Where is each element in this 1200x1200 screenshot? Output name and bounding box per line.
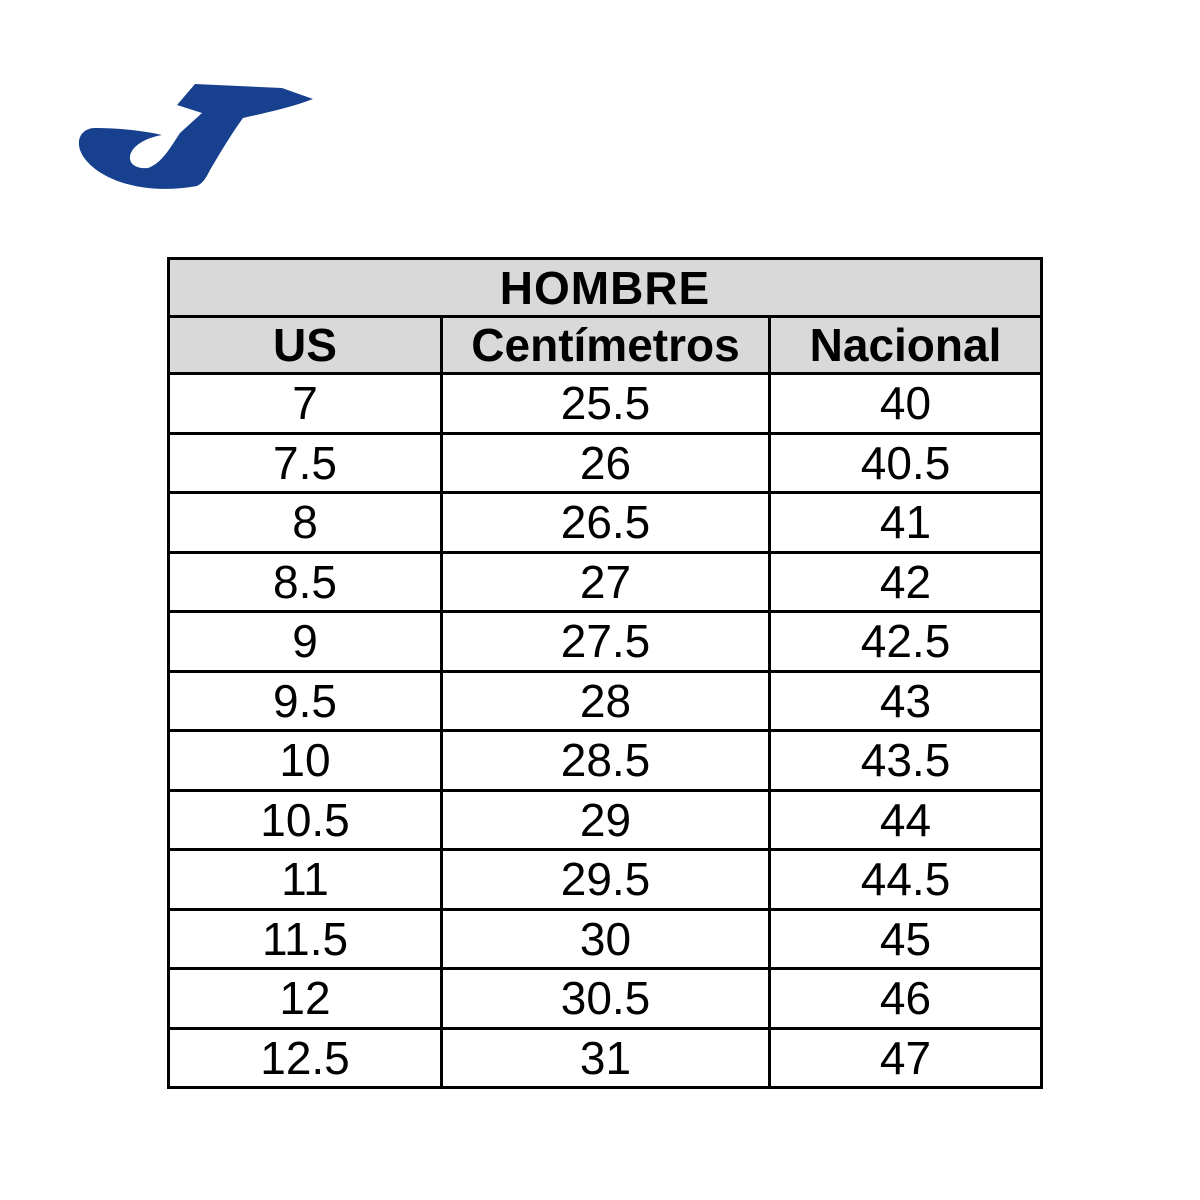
table-cell: 30 [440, 907, 771, 970]
table-cell: 7 [167, 372, 443, 435]
table-row: 10 28.5 43.5 [167, 729, 1044, 792]
table-cell: 12 [167, 967, 443, 1030]
table-cell: 28.5 [440, 729, 771, 792]
table-row: 11.5 30 45 [167, 907, 1044, 970]
table-cell: 47 [767, 1026, 1044, 1089]
size-chart-table: HOMBRE US Centímetros Nacional 7 25.5 40 7.… [166, 257, 1044, 1089]
table-cell: 30.5 [440, 967, 771, 1030]
table-row: 12 30.5 46 [167, 967, 1044, 1030]
table-cell: 40 [767, 372, 1044, 435]
column-header-nacional: Nacional [767, 315, 1044, 375]
table-cell: 29.5 [440, 848, 771, 911]
table-row: 9.5 28 43 [167, 669, 1044, 732]
table-cell: 40.5 [767, 431, 1044, 494]
table-cell: 25.5 [440, 372, 771, 435]
table-cell: 27 [440, 550, 771, 613]
joma-logo [78, 84, 313, 189]
table-cell: 46 [767, 967, 1044, 1030]
table-row: 10.5 29 44 [167, 788, 1044, 851]
table-row: 8 26.5 41 [167, 491, 1044, 554]
table-cell: 41 [767, 491, 1044, 554]
table-cell: 8 [167, 491, 443, 554]
table-cell: 7.5 [167, 431, 443, 494]
table-header-row: US Centímetros Nacional [167, 315, 1044, 375]
table-cell: 42.5 [767, 610, 1044, 673]
column-header-centimetros: Centímetros [440, 315, 771, 375]
table-cell: 11 [167, 848, 443, 911]
table-row: 12.5 31 47 [167, 1026, 1044, 1089]
table-row: 7.5 26 40.5 [167, 431, 1044, 494]
table-cell: 9 [167, 610, 443, 673]
table-cell: 8.5 [167, 550, 443, 613]
table-title: HOMBRE [166, 257, 1044, 318]
table-cell: 44 [767, 788, 1044, 851]
table-cell: 43 [767, 669, 1044, 732]
table-cell: 10.5 [167, 788, 443, 851]
table-row: 7 25.5 40 [167, 372, 1044, 435]
size-table-body: 7 25.5 40 7.5 26 40.5 8 26.5 41 8.5 27 42 9 27.5 42.5 9… [167, 372, 1044, 1089]
table-cell: 10 [167, 729, 443, 792]
joma-swoosh-icon [78, 84, 313, 189]
table-cell: 29 [440, 788, 771, 851]
table-cell: 42 [767, 550, 1044, 613]
table-cell: 26.5 [440, 491, 771, 554]
table-cell: 26 [440, 431, 771, 494]
table-cell: 43.5 [767, 729, 1044, 792]
table-cell: 9.5 [167, 669, 443, 732]
column-header-us: US [167, 315, 443, 375]
table-cell: 28 [440, 669, 771, 732]
table-row: 8.5 27 42 [167, 550, 1044, 613]
table-cell: 44.5 [767, 848, 1044, 911]
table-cell: 11.5 [167, 907, 443, 970]
table-cell: 45 [767, 907, 1044, 970]
table-cell: 27.5 [440, 610, 771, 673]
table-cell: 31 [440, 1026, 771, 1089]
table-row: 9 27.5 42.5 [167, 610, 1044, 673]
table-row: 11 29.5 44.5 [167, 848, 1044, 911]
table-cell: 12.5 [167, 1026, 443, 1089]
table-title-row: HOMBRE [166, 257, 1044, 318]
